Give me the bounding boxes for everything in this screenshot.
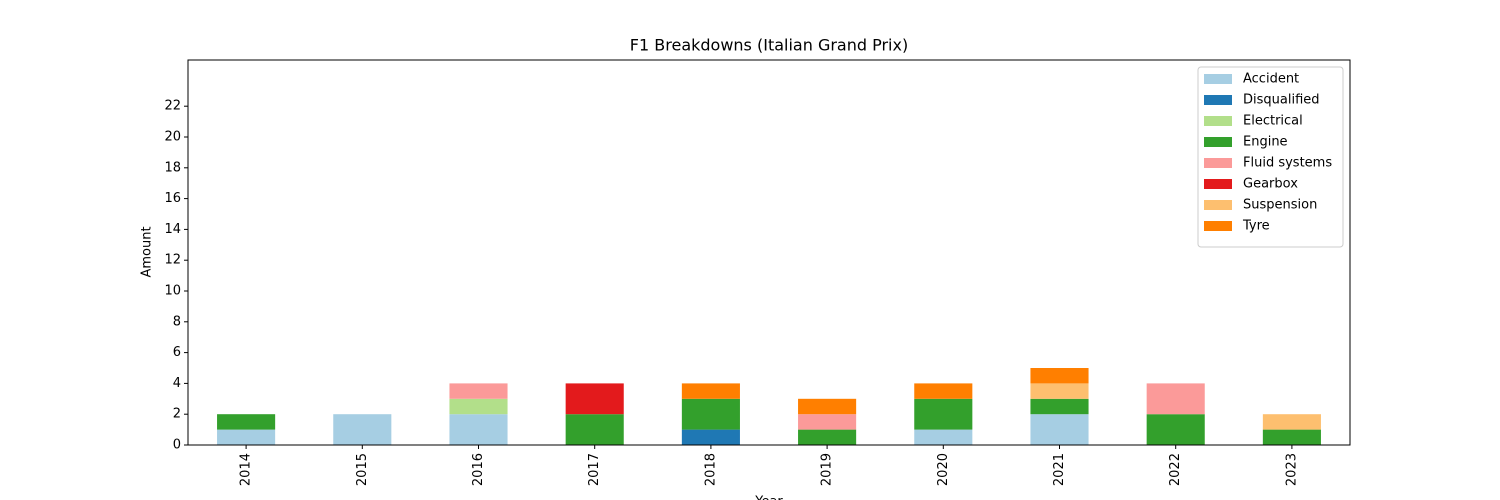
x-tick-label: 2021 (1052, 453, 1067, 486)
bar-segment (333, 414, 392, 445)
legend-swatch (1204, 179, 1232, 189)
y-tick-label: 4 (173, 376, 181, 391)
bar-segment (1262, 429, 1321, 445)
y-tick-label: 2 (173, 407, 181, 422)
legend-swatch (1204, 95, 1232, 105)
x-tick-label: 2022 (1168, 453, 1183, 486)
x-tick-label: 2023 (1284, 453, 1299, 486)
bar-segment (449, 414, 508, 445)
bar-segment (1030, 414, 1089, 445)
bar-segment (1030, 383, 1089, 399)
bar-segment (217, 429, 276, 445)
y-tick-label: 20 (164, 130, 181, 145)
plot-frame (187, 59, 1351, 446)
y-tick-label: 10 (164, 284, 181, 299)
legend-swatch (1204, 116, 1232, 126)
legend-label: Engine (1243, 135, 1288, 150)
bar-segment (1030, 398, 1089, 415)
y-tick-label: 6 (173, 345, 181, 360)
bar-segment (1030, 368, 1089, 384)
legend-label: Suspension (1243, 198, 1317, 213)
y-tick-label: 14 (164, 222, 181, 237)
y-tick-label: 16 (164, 191, 181, 206)
legend-box (1197, 66, 1344, 248)
y-tick-label: 12 (164, 253, 181, 268)
bar-segment (914, 383, 973, 399)
legend-swatch (1204, 158, 1232, 168)
bar-segment (1262, 414, 1321, 430)
legend-label: Accident (1243, 72, 1299, 87)
legend-swatch (1204, 221, 1232, 231)
y-tick-label: 8 (173, 314, 181, 329)
bar-segment (449, 383, 508, 399)
y-tick-label: 0 (173, 438, 181, 453)
legend-swatch (1204, 137, 1232, 147)
legend-label: Tyre (1242, 219, 1270, 234)
bar-segment (914, 429, 973, 445)
legend-label: Fluid systems (1243, 156, 1332, 171)
x-axis-label: Year (754, 495, 783, 500)
bar-segment (798, 429, 857, 445)
bar-segment (914, 398, 973, 430)
legend-label: Gearbox (1243, 177, 1298, 192)
legend-swatch (1204, 74, 1232, 84)
bar-segment (681, 383, 740, 399)
bar-segment (565, 383, 624, 415)
chart-title: F1 Breakdowns (Italian Grand Prix) (630, 36, 908, 55)
y-tick-label: 22 (164, 99, 181, 114)
legend-swatch (1204, 200, 1232, 210)
bar-segment (217, 414, 276, 430)
y-tick-label: 18 (164, 160, 181, 175)
y-axis-label: Amount (140, 226, 155, 277)
bar-segment (798, 414, 857, 430)
bar-segment (449, 398, 508, 415)
x-tick-label: 2015 (355, 453, 370, 486)
x-tick-label: 2018 (703, 453, 718, 486)
bar-segment (565, 414, 624, 445)
legend-label: Electrical (1243, 114, 1303, 129)
bar-segment (1146, 383, 1205, 415)
bar-segment (798, 398, 857, 415)
x-tick-label: 2016 (471, 453, 486, 486)
x-tick-label: 2020 (936, 453, 951, 486)
bar-segment (681, 398, 740, 430)
x-tick-label: 2019 (820, 453, 835, 486)
bar-segment (681, 429, 740, 445)
legend-label: Disqualified (1243, 93, 1320, 108)
x-tick-label: 2014 (239, 453, 254, 486)
bar-segment (1146, 414, 1205, 445)
x-tick-label: 2017 (587, 453, 602, 486)
